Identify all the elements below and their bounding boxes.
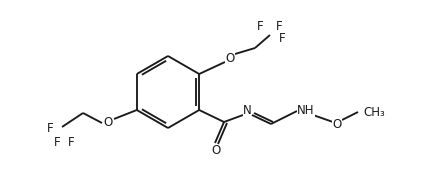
Text: F: F — [54, 136, 60, 149]
Text: O: O — [331, 118, 341, 130]
Text: F: F — [278, 33, 285, 45]
Text: O: O — [225, 52, 234, 64]
Text: NH: NH — [296, 104, 314, 118]
Text: CH₃: CH₃ — [362, 105, 384, 118]
Text: F: F — [275, 19, 282, 33]
Text: O: O — [103, 116, 112, 130]
Text: N: N — [242, 104, 251, 118]
Text: F: F — [68, 136, 74, 149]
Text: O: O — [211, 144, 220, 158]
Text: F: F — [256, 19, 263, 33]
Text: F: F — [46, 122, 53, 136]
